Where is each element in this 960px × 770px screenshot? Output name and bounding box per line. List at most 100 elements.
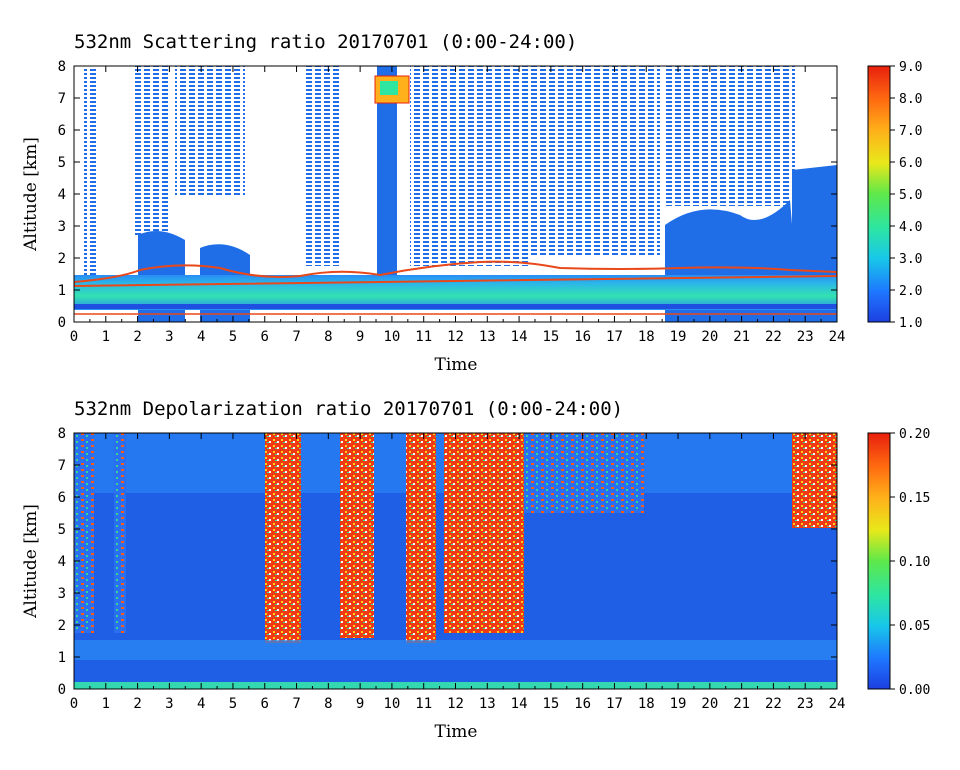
panel1-x-tick-label: 2 [133,329,141,345]
panel1-y-tick-label: 4 [58,187,66,203]
panel1-high-cloud-core [380,81,398,95]
panel2-aerosol-patch [524,433,644,513]
panel2-x-tick-label: 6 [261,696,269,712]
panel1-x-tick-label: 16 [574,329,591,345]
panel2-colorbar-ticks: 0.00 0.05 0.10 0.15 0.20 [890,427,930,698]
panel2-x-tick-label: 22 [765,696,782,712]
panel2-aerosol-column [74,433,94,633]
panel1-colorbar-tick-label: 4.0 [899,220,922,235]
panel2-late-layer [792,433,837,528]
panel2-y-tick-label: 1 [58,650,66,666]
panel2-plot-area [74,433,837,689]
panel2-x-tick-label: 21 [733,696,750,712]
panel1-ylabel: Altitude [km] [21,137,41,252]
panel2-x-tick-label: 20 [701,696,718,712]
panel2-x-tick-label: 11 [415,696,432,712]
panel1-colorbar-tick-label: 7.0 [899,124,922,139]
panel2-y-tick-label: 8 [58,426,66,442]
panel2-x-tick-label: 14 [511,696,528,712]
panel2-y-tick-label: 5 [58,522,66,538]
panel2-colorbar-tick-label: 0.05 [899,619,930,634]
panel1-x-tick-label: 7 [292,329,300,345]
panel1-colorbar-tick-label: 2.0 [899,284,922,299]
panel1-y-tick-label: 2 [58,251,66,267]
panel2-x-tick-label: 10 [383,696,400,712]
panel1-cloud-streak [175,66,245,196]
panel1-x-tick-label: 17 [606,329,623,345]
panel1-cloud-streak [530,66,660,256]
panel1-colorbar-tick-label: 5.0 [899,188,922,203]
panel1-y-tick-label: 6 [58,123,66,139]
panel1-x-ticks: 0 1 2 3 4 5 6 7 8 9 10 11 12 13 14 15 16 17 18 19 20 21 22 23 24 [70,66,846,345]
panel2-y-tick-label: 7 [58,458,66,474]
panel1-y-ticks: 0 1 2 3 4 5 6 7 8 [58,59,837,331]
panel1-surface-layer [74,304,837,309]
panel1-x-tick-label: 10 [383,329,400,345]
panel1-x-tick-label: 5 [229,329,237,345]
panel2-x-tick-label: 15 [542,696,559,712]
panel1-x-tick-label: 20 [701,329,718,345]
panel2-colorbar [867,432,891,690]
panel2-x-tick-label: 1 [102,696,110,712]
panel2-x-tick-label: 12 [447,696,464,712]
panel2-x-tick-label: 18 [638,696,655,712]
panel1-x-tick-label: 23 [797,329,814,345]
panel1-colorbar [867,65,891,323]
panel2-y-tick-label: 0 [58,682,66,698]
panel2-x-tick-label: 4 [197,696,205,712]
panel2-colorbar-tick-label: 0.15 [899,491,930,506]
panel1-colorbar-tick-label: 9.0 [899,60,922,75]
panel2-x-tick-label: 3 [165,696,173,712]
panel2-colorbar-tick-label: 0.10 [899,555,930,570]
panel1-x-tick-label: 11 [415,329,432,345]
panel1-x-tick-label: 22 [765,329,782,345]
panel1-xlabel: Time [435,355,478,375]
panel1-colorbar-tick-label: 6.0 [899,156,922,171]
panel2-x-tick-label: 24 [829,696,846,712]
panel1-plot-area [74,66,837,322]
panel1-x-tick-label: 9 [356,329,364,345]
panel1-x-tick-label: 13 [479,329,496,345]
panel1-cloud-streak [133,66,168,236]
panel1-x-tick-label: 24 [829,329,846,345]
panel2-title: 532nm Depolarization ratio 20170701 (0:0… [74,398,623,420]
panel1-x-tick-label: 14 [511,329,528,345]
panel1-cloud-column [377,66,397,276]
panel2-x-tick-label: 2 [133,696,141,712]
panel2-dust-column [265,433,301,643]
panel1-x-tick-label: 8 [324,329,332,345]
panel1-colorbar-tick-label: 3.0 [899,252,922,267]
panel2-y-tick-label: 4 [58,554,66,570]
panel1-x-tick-label: 6 [261,329,269,345]
panel2-x-tick-label: 13 [479,696,496,712]
panel2-y-tick-label: 3 [58,586,66,602]
panel1-x-tick-label: 3 [165,329,173,345]
panel2-x-tick-label: 8 [324,696,332,712]
panel1-y-tick-label: 7 [58,91,66,107]
panel1-colorbar-tick-label: 1.0 [899,316,922,331]
panel1-cloud-streak [410,66,530,266]
panel1-cloud-streak [303,66,339,266]
panel1-cloud-streak [84,68,98,278]
panel2-x-tick-label: 9 [356,696,364,712]
panel1-x-tick-label: 15 [542,329,559,345]
panel2-dust-column [444,433,524,633]
panel1-y-tick-label: 8 [58,59,66,75]
panel1-title: 532nm Scattering ratio 20170701 (0:00-24… [74,31,577,53]
panel1-colorbar-ticks: 1.0 2.0 3.0 4.0 5.0 6.0 7.0 8.0 9.0 [890,60,922,331]
panel1-y-tick-label: 3 [58,219,66,235]
panel1-x-tick-label: 4 [197,329,205,345]
panel2-y-tick-label: 2 [58,618,66,634]
panel2-colorbar-tick-label: 0.20 [899,427,930,442]
panel2-x-tick-label: 7 [292,696,300,712]
panel1-cloud-streak [665,66,795,206]
panel1-bl-top-contour [74,260,837,288]
panel1-colorbar-tick-label: 8.0 [899,92,922,107]
panel1-x-tick-label: 18 [638,329,655,345]
panel2-aerosol-column [114,433,126,633]
panel1-y-tick-label: 5 [58,155,66,171]
panel2-x-tick-label: 23 [797,696,814,712]
panel2-y-tick-label: 6 [58,490,66,506]
